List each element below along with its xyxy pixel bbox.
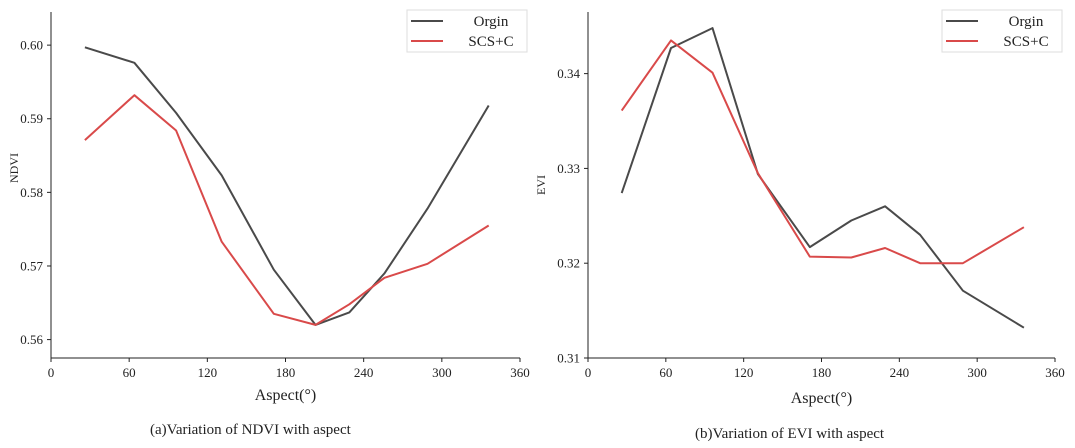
legend-box xyxy=(941,9,1063,53)
y-tick-label: 0.33 xyxy=(557,161,580,176)
legend: Orgin SCS+C xyxy=(406,9,528,53)
series-line-orgin xyxy=(84,46,490,326)
legend-label: Orgin xyxy=(474,14,509,30)
y-tick-label: 0.34 xyxy=(557,66,580,81)
legend-label: SCS+C xyxy=(1003,34,1048,50)
x-axis-title: Aspect(°) xyxy=(791,390,852,407)
y-tick-label: 0.60 xyxy=(20,38,43,53)
legend: Orgin SCS+C xyxy=(941,9,1063,53)
x-tick-label: 0 xyxy=(585,365,592,380)
x-tick-label: 60 xyxy=(123,365,136,380)
x-tick-label: 360 xyxy=(1045,365,1065,380)
x-tick-label: 240 xyxy=(354,365,374,380)
series-line-scs-c xyxy=(620,39,1025,265)
x-axis-title: Aspect(°) xyxy=(255,387,316,404)
series-line-scs-c xyxy=(84,94,490,326)
y-tick-label: 0.57 xyxy=(20,258,43,273)
y-tick-label: 0.32 xyxy=(557,256,580,271)
chart-ndvi: 0 60 120 180 240 300 360 0.56 0.57 0.58 0.59 0.60 As… xyxy=(7,9,530,404)
y-tick-label: 0.56 xyxy=(20,332,43,347)
y-axis-title: NDVI xyxy=(7,153,21,183)
x-tick-label: 60 xyxy=(659,365,672,380)
legend-label: Orgin xyxy=(1009,14,1044,30)
y-tick-label: 0.31 xyxy=(557,351,580,366)
chart-evi: 0 60 120 180 240 300 360 0.31 0.32 0.33 0.34 Aspect… xyxy=(534,9,1065,407)
x-tick-label: 360 xyxy=(510,365,530,380)
series-line-orgin xyxy=(620,27,1025,329)
legend-box xyxy=(406,9,528,53)
x-tick-label: 240 xyxy=(890,365,910,380)
y-tick-label: 0.59 xyxy=(20,111,43,126)
caption-evi: (b)Variation of EVI with aspect xyxy=(695,426,885,442)
caption-ndvi: (a)Variation of NDVI with aspect xyxy=(150,422,351,438)
y-tick-label: 0.58 xyxy=(20,185,43,200)
legend-label: SCS+C xyxy=(468,34,513,50)
x-tick-label: 120 xyxy=(734,365,754,380)
x-tick-label: 300 xyxy=(432,365,452,380)
x-tick-label: 120 xyxy=(198,365,218,380)
x-tick-label: 180 xyxy=(812,365,832,380)
x-tick-label: 300 xyxy=(967,365,987,380)
x-tick-label: 180 xyxy=(276,365,296,380)
y-axis-title: EVI xyxy=(534,175,548,195)
x-tick-label: 0 xyxy=(48,365,55,380)
